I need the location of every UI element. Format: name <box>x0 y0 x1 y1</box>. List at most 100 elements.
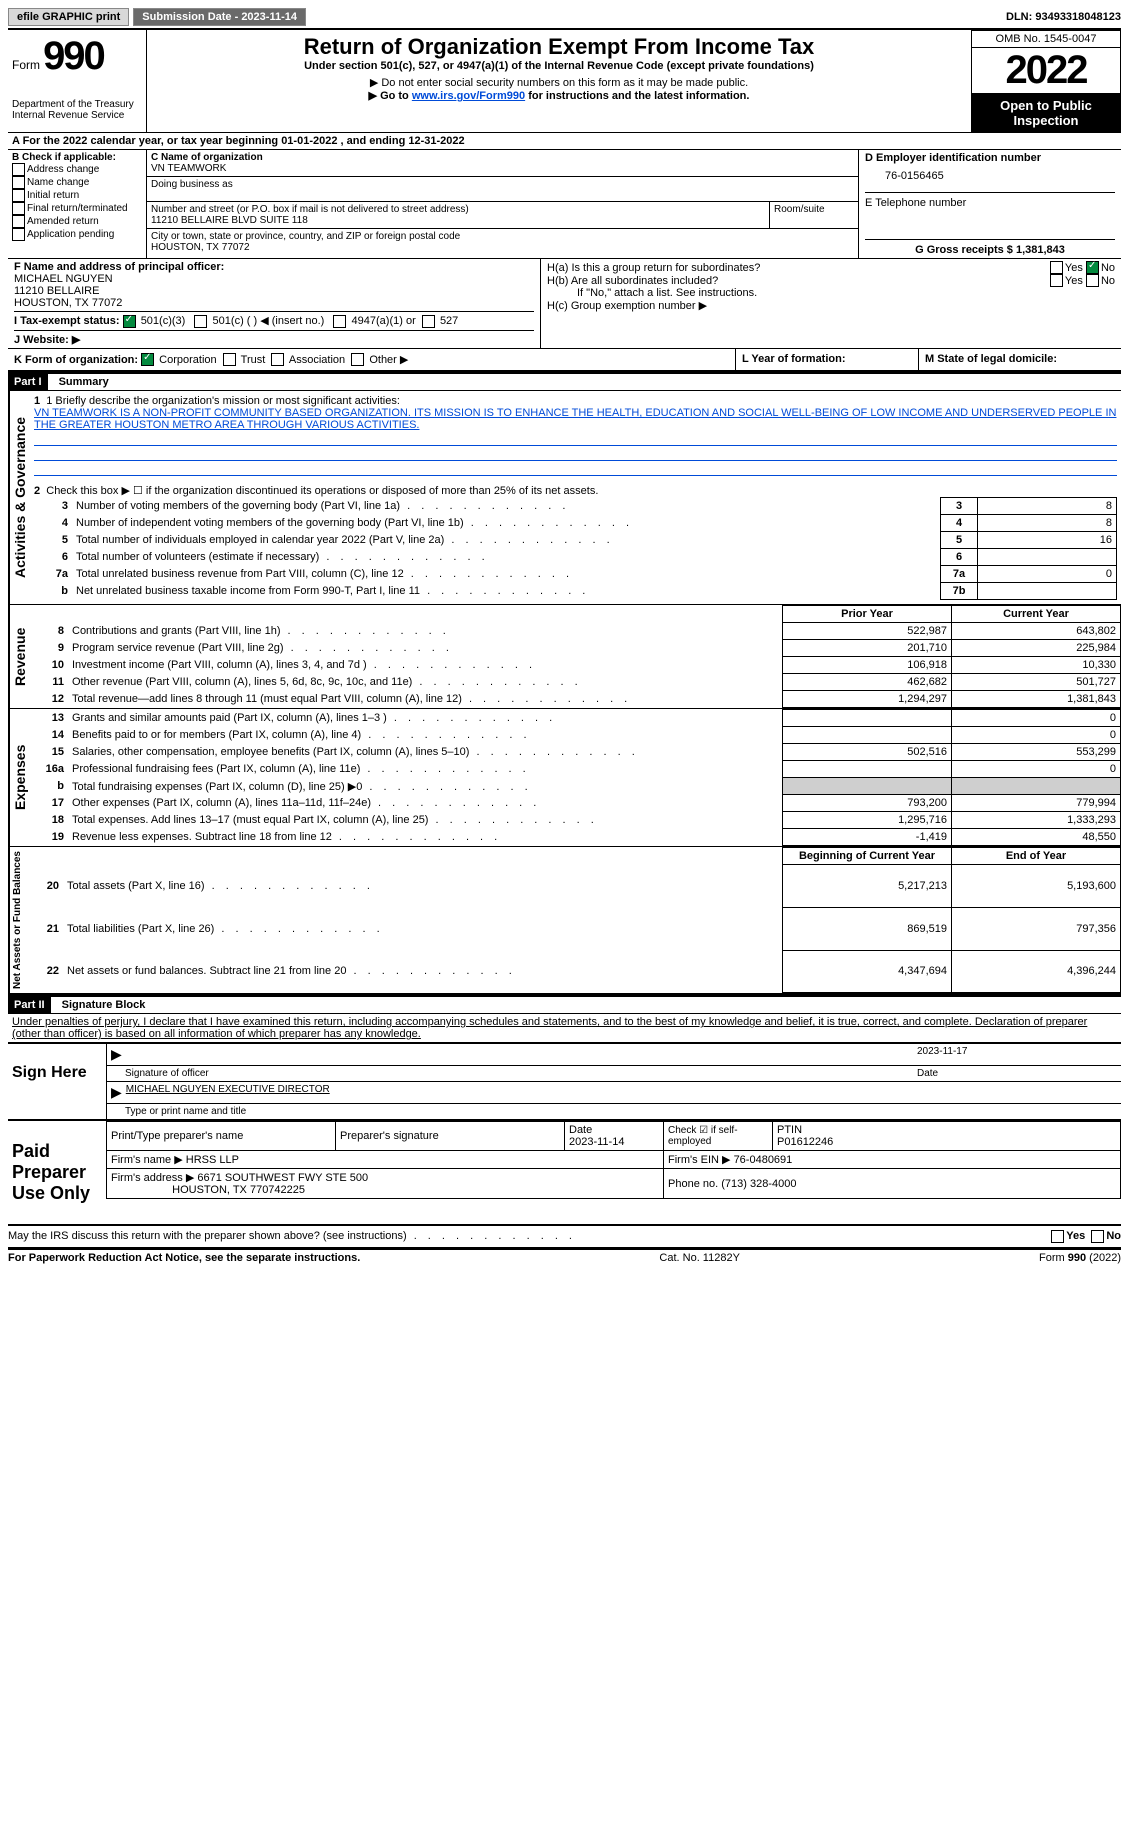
tax-year: 2022 <box>971 47 1121 94</box>
cb-527[interactable] <box>422 315 435 328</box>
line1-label: 1 1 Briefly describe the organization's … <box>34 395 1117 407</box>
cb-ha-no[interactable] <box>1086 261 1099 274</box>
cb-corp[interactable] <box>141 353 154 366</box>
table-row: 19 Revenue less expenses. Subtract line … <box>30 829 1121 846</box>
table-row: 18 Total expenses. Add lines 13–17 (must… <box>30 812 1121 829</box>
vlabel-governance: Activities & Governance <box>8 391 30 604</box>
cb-501c3[interactable] <box>123 315 136 328</box>
cb-trust[interactable] <box>223 353 236 366</box>
dln: DLN: 93493318048123 <box>1006 11 1121 23</box>
open-inspection: Open to Public Inspection <box>971 94 1121 132</box>
prep-sig-label: Preparer's signature <box>340 1130 439 1142</box>
cb-name-change[interactable]: Name change <box>12 176 142 189</box>
name-title-label: Type or print name and title <box>111 1106 246 1117</box>
irs-label: Internal Revenue Service <box>12 110 142 121</box>
opt-501c: 501(c) ( ) ◀ (insert no.) <box>213 315 325 327</box>
sig-officer-label: Signature of officer <box>111 1068 917 1079</box>
form-number: 990 <box>43 34 104 78</box>
cb-final[interactable]: Final return/terminated <box>12 202 142 215</box>
vlabel-revenue: Revenue <box>8 605 30 708</box>
col-boy: Beginning of Current Year <box>783 848 952 865</box>
section-bcd: B Check if applicable: Address change Na… <box>8 150 1121 259</box>
cb-discuss-yes[interactable] <box>1051 1230 1064 1243</box>
firm-ein-label: Firm's EIN ▶ <box>668 1154 731 1166</box>
opt-amended: Amended return <box>27 216 99 227</box>
opt-name: Name change <box>27 177 89 188</box>
form-subtitle: Under section 501(c), 527, or 4947(a)(1)… <box>151 60 967 72</box>
table-row: 15 Salaries, other compensation, employe… <box>30 744 1121 761</box>
form-prefix: Form <box>12 58 40 72</box>
table-row: 14 Benefits paid to or for members (Part… <box>30 727 1121 744</box>
opt-4947: 4947(a)(1) or <box>352 315 416 327</box>
firm-name: HRSS LLP <box>186 1154 239 1166</box>
cb-amended[interactable]: Amended return <box>12 215 142 228</box>
k-label: K Form of organization: <box>14 354 138 366</box>
cb-hb-yes[interactable] <box>1050 274 1063 287</box>
hb-label: H(b) Are all subordinates included? <box>547 275 1050 287</box>
table-row: 10 Investment income (Part VIII, column … <box>30 657 1121 674</box>
irs-link[interactable]: www.irs.gov/Form990 <box>412 90 525 102</box>
ptin-label: PTIN <box>777 1124 802 1136</box>
underline-3 <box>34 461 1117 476</box>
cb-initial[interactable]: Initial return <box>12 189 142 202</box>
check-self: Check ☑ if self-employed <box>668 1125 738 1147</box>
ein: 76-0156465 <box>885 170 1115 182</box>
part1-badge: Part I <box>8 374 48 390</box>
netassets-table: Beginning of Current Year End of Year 20… <box>25 847 1121 993</box>
mission-text: VN TEAMWORK IS A NON-PROFIT COMMUNITY BA… <box>34 407 1117 431</box>
cb-ha-yes[interactable] <box>1050 261 1063 274</box>
note-goto: ▶ Go to www.irs.gov/Form990 for instruct… <box>151 89 967 102</box>
firm-addr1: 6671 SOUTHWEST FWY STE 500 <box>197 1172 368 1184</box>
table-row: b Total fundraising expenses (Part IX, c… <box>30 778 1121 795</box>
omb-number: OMB No. 1545-0047 <box>971 30 1121 47</box>
cb-discuss-no[interactable] <box>1091 1230 1104 1243</box>
opt-527: 527 <box>440 315 458 327</box>
org-name: VN TEAMWORK <box>151 163 226 174</box>
efile-button[interactable]: efile GRAPHIC print <box>8 8 129 26</box>
table-row: 5 Total number of individuals employed i… <box>34 532 1117 549</box>
cb-assoc[interactable] <box>271 353 284 366</box>
vlabel-expenses: Expenses <box>8 709 30 846</box>
h-note: If "No," attach a list. See instructions… <box>547 287 1115 299</box>
hc-label: H(c) Group exemption number ▶ <box>547 299 1115 312</box>
phone-val: (713) 328-4000 <box>721 1178 796 1190</box>
yes-2: Yes <box>1065 275 1083 287</box>
cb-hb-no[interactable] <box>1086 274 1099 287</box>
cat-no: Cat. No. 11282Y <box>659 1252 740 1264</box>
opt-other: Other ▶ <box>369 354 408 366</box>
cb-address-change[interactable]: Address change <box>12 163 142 176</box>
officer-name: MICHAEL NGUYEN <box>14 273 113 285</box>
cb-501c[interactable] <box>194 315 207 328</box>
cb-4947[interactable] <box>333 315 346 328</box>
table-row: 20 Total assets (Part X, line 16) 5,217,… <box>25 865 1121 908</box>
no-3: No <box>1106 1230 1121 1243</box>
cb-pending[interactable]: Application pending <box>12 228 142 241</box>
table-row: 11 Other revenue (Part VIII, column (A),… <box>30 674 1121 691</box>
col-current: Current Year <box>952 606 1121 623</box>
gov-table: 3 Number of voting members of the govern… <box>34 497 1117 600</box>
part1-header-row: Part I Summary <box>8 372 1121 391</box>
phone-label: Phone no. <box>668 1178 718 1190</box>
cb-other[interactable] <box>351 353 364 366</box>
underline-1 <box>34 431 1117 446</box>
sign-here-label: Sign Here <box>8 1044 106 1119</box>
city-label: City or town, state or province, country… <box>151 231 460 242</box>
firm-ein: 76-0480691 <box>734 1154 793 1166</box>
officer-addr1: 11210 BELLAIRE <box>14 285 99 297</box>
page-footer: For Paperwork Reduction Act Notice, see … <box>8 1249 1121 1264</box>
table-row: 22 Net assets or fund balances. Subtract… <box>25 950 1121 993</box>
opt-initial: Initial return <box>27 190 79 201</box>
part2-badge: Part II <box>8 997 51 1013</box>
table-row: 4 Number of independent voting members o… <box>34 515 1117 532</box>
line2: 2 Check this box ▶ ☐ if the organization… <box>34 484 1117 497</box>
preparer-table: Print/Type preparer's name Preparer's si… <box>106 1121 1121 1199</box>
l-label: L Year of formation: <box>742 353 846 365</box>
paperwork-notice: For Paperwork Reduction Act Notice, see … <box>8 1252 360 1264</box>
section-fh: F Name and address of principal officer:… <box>8 259 1121 349</box>
opt-final: Final return/terminated <box>27 203 128 214</box>
arrow-icon-2: ▶ <box>111 1084 122 1101</box>
prep-date-label: Date <box>569 1124 592 1136</box>
c-label: C Name of organization <box>151 152 263 163</box>
city-val: HOUSTON, TX 77072 <box>151 242 250 253</box>
discuss-row: May the IRS discuss this return with the… <box>8 1226 1121 1249</box>
